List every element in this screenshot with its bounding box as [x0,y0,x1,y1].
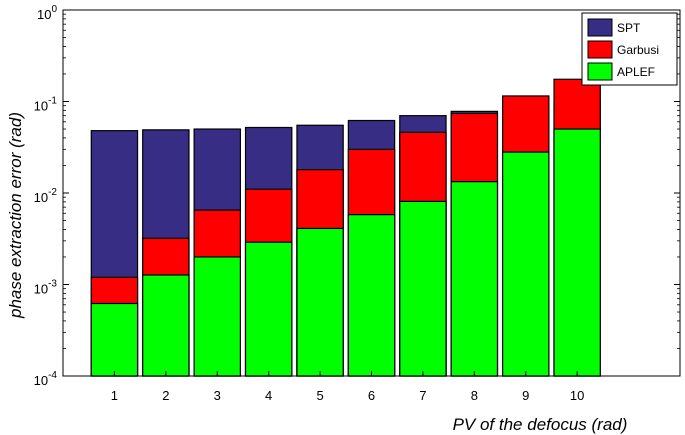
legend-label-garbusi: Garbusi [617,43,659,57]
x-axis-label: PV of the defocus (rad) [453,415,628,434]
bar-aplef-6 [347,214,396,377]
legend-label-spt: SPT [617,21,641,35]
legend-label-aplef: APLEF [617,65,655,79]
y-tick-label--4: 10-4 [34,370,58,388]
legend-swatch-spt [587,18,613,37]
y-tick-label--3: 10-3 [34,279,58,297]
bars-layer [90,78,601,377]
x-tick-label-8: 8 [471,388,478,403]
legend-swatch-aplef [587,62,613,81]
bar-aplef-2 [142,274,190,377]
x-tick-label-7: 7 [419,388,426,403]
bar-aplef-1 [90,302,139,377]
x-tick-label-2: 2 [162,388,169,403]
bar-aplef-10 [553,128,601,377]
x-tick-label-1: 1 [111,388,118,403]
bar-aplef-4 [244,241,293,377]
x-tick-label-3: 3 [214,388,221,403]
y-axis-label: phase extraction error (rad) [6,112,25,319]
y-tick-label--1: 10-1 [34,96,58,114]
x-tick-label-4: 4 [265,388,272,403]
y-tick-label--2: 10-2 [34,187,58,205]
x-tick-label-10: 10 [570,388,584,403]
x-tick-label-9: 9 [522,388,529,403]
y-tick-label-0: 100 [37,4,57,22]
x-tick-label-6: 6 [368,388,375,403]
axes-layer: 10-4 10-3 10-2 10-1 100 1 2 3 4 5 6 7 8 9 10 [34,4,681,403]
bar-aplef-7 [399,200,447,377]
bar-aplef-9 [502,151,550,377]
legend: SPT Garbusi APLEF [581,12,678,86]
bar-aplef-3 [193,256,241,377]
x-tick-label-5: 5 [316,388,323,403]
bar-aplef-5 [296,227,344,377]
legend-swatch-garbusi [587,40,613,59]
bar-aplef-8 [450,181,499,377]
